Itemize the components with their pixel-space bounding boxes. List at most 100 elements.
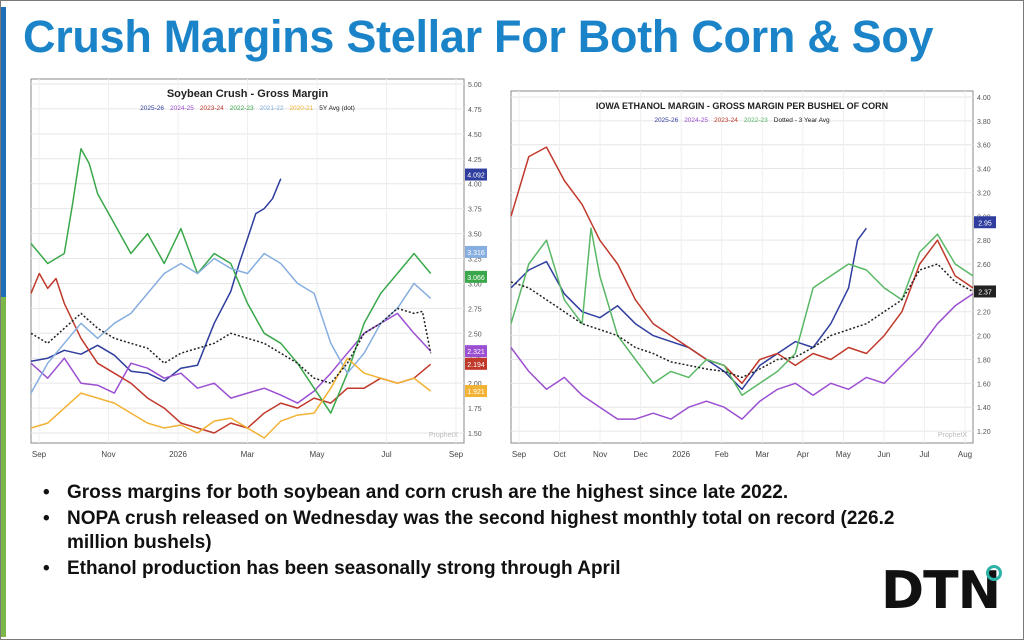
y-tick-label: 4.00	[468, 182, 482, 189]
series-line	[30, 272, 432, 434]
value-label: 2.37	[978, 289, 992, 296]
series-line	[30, 252, 432, 394]
watermark: ProphetX	[938, 432, 968, 439]
series-line	[510, 146, 974, 385]
x-tick-label: Nov	[101, 450, 115, 459]
bullet-list: • Gross margins for both soybean and corn…	[41, 481, 941, 583]
watermark: ProphetX	[429, 432, 459, 439]
x-tick-label: Feb	[715, 450, 729, 459]
legend-entry: Dotted - 3 Year Avg	[774, 117, 830, 124]
y-tick-label: 1.20	[977, 429, 991, 436]
y-tick-label: 1.40	[977, 405, 991, 412]
value-label-box	[974, 216, 996, 229]
series-line	[30, 178, 282, 382]
y-tick-label: 3.75	[468, 207, 482, 214]
legend-entry: 2021-22	[260, 105, 284, 112]
bullet-item: • NOPA crush released on Wednesday was th…	[43, 508, 895, 553]
value-label: 2.194	[467, 362, 485, 369]
x-tick-label: Oct	[553, 450, 566, 459]
legend-entry: 2022-23	[230, 105, 254, 112]
series-line	[30, 307, 432, 384]
value-label: 3.066	[467, 275, 485, 282]
chart-legend: 2025-26 2024-25 2023-24 2022-23 2021-22 2020-…	[140, 105, 355, 112]
value-label: 2.321	[467, 349, 485, 356]
dtn-logo: DTN	[881, 561, 1001, 621]
legend-entry: 2025-26	[140, 105, 164, 112]
value-label-box	[465, 357, 487, 370]
x-tick-label: May	[836, 450, 851, 459]
x-tick-label: Jul	[919, 450, 929, 459]
value-label-box	[465, 385, 487, 398]
x-tick-label: May	[309, 450, 324, 459]
bullet-item: • Ethanol production has been seasonally …	[43, 558, 621, 579]
chart-svg: 1.201.401.601.802.002.202.402.602.803.00…	[510, 90, 996, 459]
value-label: 1.921	[467, 389, 485, 396]
legend-entry: 2025-26	[654, 117, 678, 124]
chart-legend: 2025-26 2024-25 2023-24 2022-23 Dotted - 3 Y…	[654, 117, 830, 124]
value-label-box	[465, 345, 487, 358]
x-tick-label: Aug	[958, 450, 972, 459]
legend-entry: 2022-23	[744, 117, 768, 124]
value-label: 4.092	[467, 173, 485, 180]
y-tick-label: 3.60	[977, 143, 991, 150]
y-tick-label: 4.75	[468, 107, 482, 114]
value-label-box	[465, 270, 487, 283]
value-label: 3.316	[467, 250, 485, 257]
y-tick-label: 5.00	[468, 82, 482, 89]
value-label-box	[465, 168, 487, 181]
series-line	[510, 263, 974, 379]
bullet-item: • Gross margins for both soybean and corn…	[43, 482, 789, 503]
accent-bar-green	[1, 297, 6, 637]
series-line	[30, 148, 432, 414]
chart-title: IOWA ETHANOL MARGIN - GROSS MARGIN PER B…	[596, 101, 888, 111]
slide-title: Crush Margins Stellar For Both Corn & So…	[23, 11, 934, 62]
y-tick-label: 1.50	[468, 431, 482, 438]
logo-ring-icon	[986, 565, 1002, 581]
legend-entry: 2023-24	[714, 117, 738, 124]
legend-entry: 2023-24	[200, 105, 224, 112]
plot-frame	[510, 90, 974, 444]
x-tick-label: Mar	[755, 450, 769, 459]
x-tick-label: Mar	[241, 450, 255, 459]
chart-title: Soybean Crush - Gross Margin	[167, 88, 329, 100]
y-tick-label: 4.50	[468, 132, 482, 139]
y-tick-label: 2.20	[977, 310, 991, 317]
x-tick-label: Sep	[32, 450, 47, 459]
y-tick-label: 3.80	[977, 119, 991, 126]
y-tick-label: 2.60	[977, 262, 991, 269]
x-tick-label: Apr	[797, 450, 810, 459]
x-tick-label: Jul	[381, 450, 391, 459]
x-tick-label: Dec	[634, 450, 648, 459]
ethanol-margin-chart: 1.201.401.601.802.002.202.402.602.803.00…	[509, 77, 1001, 467]
legend-entry: 2020-21	[289, 105, 313, 112]
y-tick-label: 1.75	[468, 406, 482, 413]
x-tick-label: Sep	[449, 450, 464, 459]
bullet-text: Ethanol production has been seasonally s…	[67, 558, 621, 579]
x-tick-label: Nov	[593, 450, 607, 459]
value-label-box	[974, 285, 996, 298]
y-tick-label: 2.00	[468, 381, 482, 388]
y-tick-label: 2.50	[468, 331, 482, 338]
y-tick-label: 2.80	[977, 238, 991, 245]
accent-bar-blue	[1, 7, 6, 297]
value-label: 2.95	[978, 220, 992, 227]
y-tick-label: 3.20	[977, 190, 991, 197]
y-tick-label: 1.80	[977, 357, 991, 364]
y-tick-label: 2.00	[977, 334, 991, 341]
y-tick-label: 2.75	[468, 306, 482, 313]
series-line	[30, 357, 432, 439]
bullet-text: NOPA crush released on Wednesday was the…	[67, 508, 895, 553]
legend-entry: 5Y Avg (dot)	[319, 105, 355, 112]
y-tick-label: 3.25	[468, 257, 482, 264]
y-tick-label: 4.25	[468, 157, 482, 164]
y-tick-label: 3.00	[468, 281, 482, 288]
legend-entry: 2024-25	[170, 105, 194, 112]
value-label-box	[465, 245, 487, 258]
y-tick-label: 3.50	[468, 232, 482, 239]
series-line	[30, 312, 432, 404]
x-tick-label: 2026	[169, 450, 187, 459]
series-line	[510, 227, 974, 397]
series-line	[510, 293, 974, 420]
bullet-text: Gross margins for both soybean and corn …	[67, 482, 789, 503]
